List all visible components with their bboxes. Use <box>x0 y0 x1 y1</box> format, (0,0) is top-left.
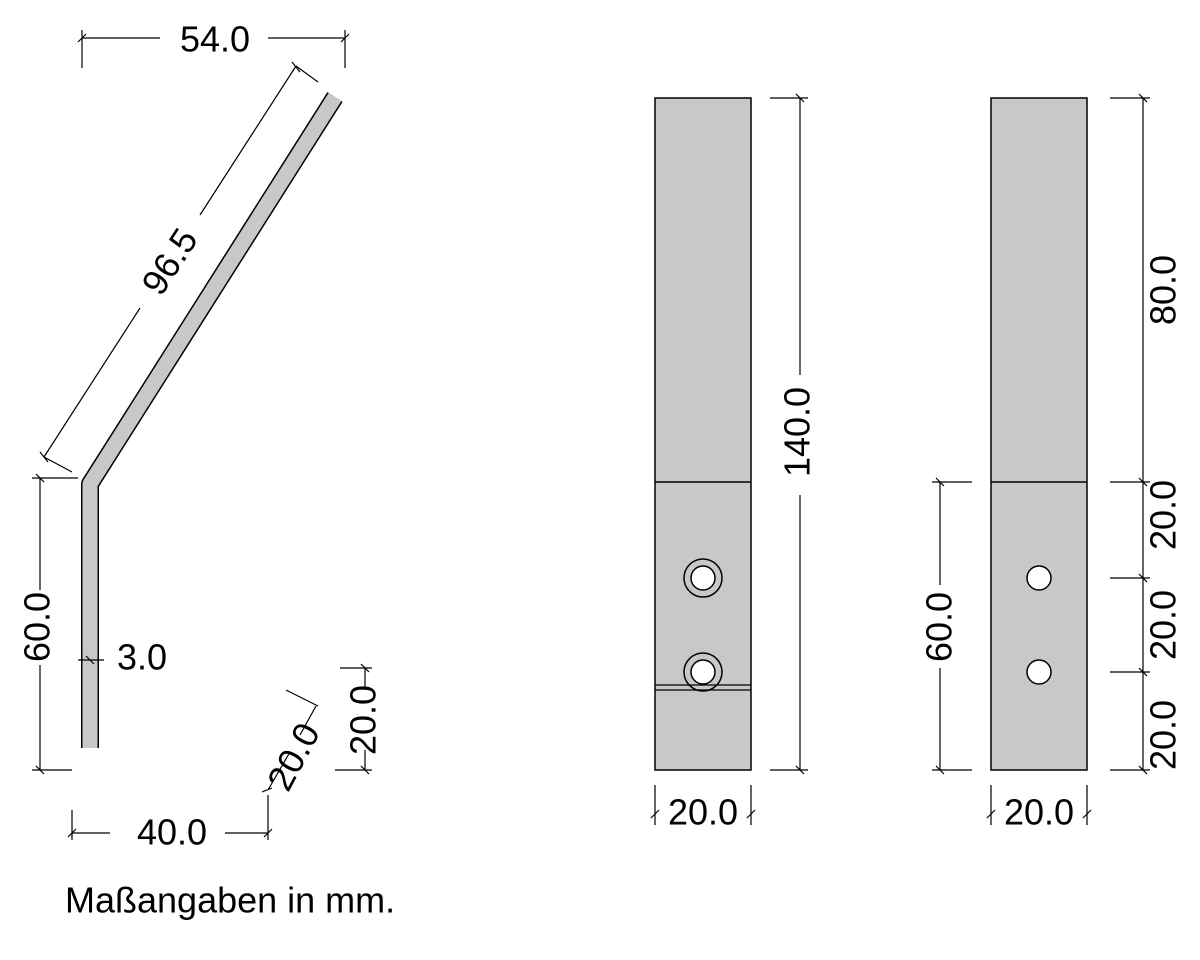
dimension-label: 20.0 <box>668 792 738 833</box>
dimension-label: 20.0 <box>259 716 328 797</box>
dimension-label: 80.0 <box>1143 255 1184 325</box>
dimension-label: 20.0 <box>343 685 384 755</box>
dimension-label: 96.5 <box>133 221 206 302</box>
dimension-label: 20.0 <box>1143 480 1184 550</box>
dimension-label: 20.0 <box>1143 700 1184 770</box>
dimension-label: 20.0 <box>1004 792 1074 833</box>
dimension-label: 3.0 <box>117 637 167 678</box>
dimension-label: 140.0 <box>777 387 818 477</box>
dimension-label: 20.0 <box>1143 590 1184 660</box>
dimension-label: 60.0 <box>17 592 58 662</box>
side-dimensions: 54.0 96.5 60.0 3.0 40.0 20.0 20.0 <box>17 19 384 853</box>
dimension-label: 54.0 <box>180 19 250 60</box>
front-view: 140.0 20.0 <box>650 93 818 833</box>
units-note: Maßangaben in mm. <box>65 880 395 921</box>
dimension-label: 40.0 <box>137 812 207 853</box>
back-view: 80.0 20.0 20.0 20.0 60.0 20.0 <box>919 93 1184 833</box>
dimension-label: 60.0 <box>919 592 960 662</box>
